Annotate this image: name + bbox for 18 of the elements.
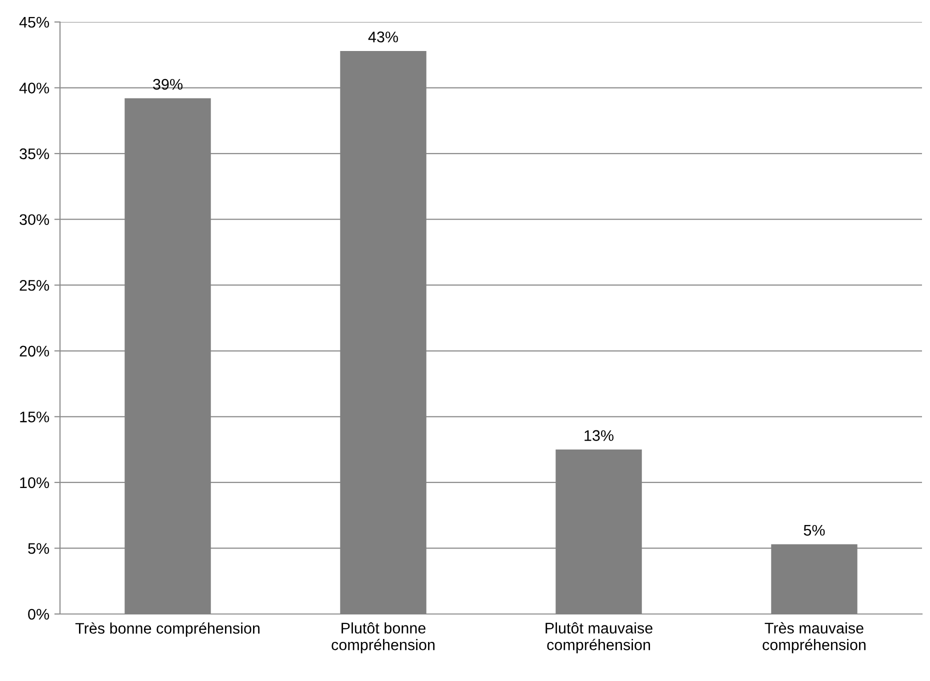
x-tick-label: Très bonne compréhension [75, 622, 260, 637]
data-label: 39% [153, 78, 182, 90]
y-tick-label: 25% [20, 280, 50, 291]
y-tick-label: 35% [20, 148, 50, 160]
data-label: 13% [584, 430, 614, 441]
y-tick-label: 30% [20, 214, 50, 226]
y-tick-label: 5% [28, 543, 50, 554]
y-tick-label: 40% [19, 82, 50, 94]
x-tick-label: Très mauvaise compréhension [762, 622, 866, 654]
y-tick-label: 15% [20, 412, 50, 422]
y-tick-label: 10% [20, 477, 50, 488]
y-tick-label: 0% [28, 608, 50, 620]
data-label: 43% [368, 32, 398, 42]
x-tick-label: Plutôt mauvaise compréhension [546, 622, 652, 654]
y-tick-label: 45% [19, 16, 50, 28]
y-tick-label: 20% [20, 346, 50, 357]
data-label: 5% [804, 524, 825, 536]
x-tick-label: Plutôt bonne compréhension [332, 622, 434, 654]
